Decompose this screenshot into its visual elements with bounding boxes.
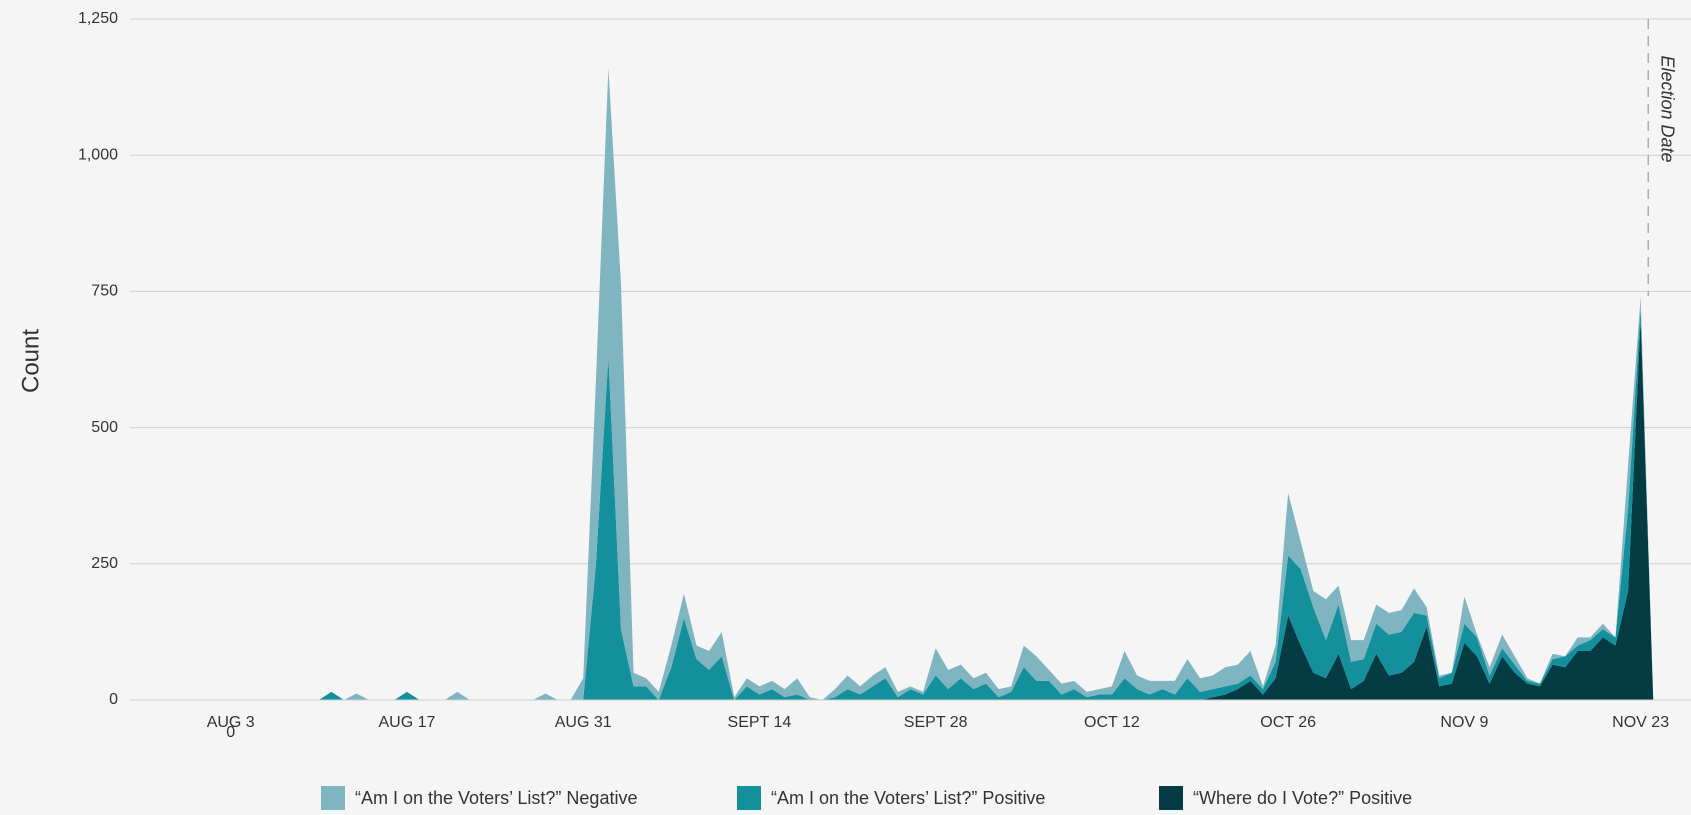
legend-swatch bbox=[1159, 786, 1183, 810]
annotation: Election Date bbox=[1657, 55, 1677, 162]
y-tick-label: 250 bbox=[91, 555, 118, 572]
x-tick-label: AUG 31 bbox=[555, 714, 612, 731]
y-tick-label: 1,250 bbox=[78, 10, 118, 27]
y-tick-label: 750 bbox=[91, 283, 118, 300]
y-axis-label: Count bbox=[17, 329, 44, 393]
legend-label: “Am I on the Voters’ List?” Positive bbox=[771, 788, 1045, 808]
x-tick-label: AUG 3 bbox=[207, 714, 255, 731]
y-tick-label: 0 bbox=[109, 691, 118, 708]
x-axis-stray-label: 0 bbox=[226, 724, 235, 741]
y-tick-label: 500 bbox=[91, 419, 118, 436]
x-tick-label: NOV 9 bbox=[1440, 714, 1488, 731]
x-tick-label: OCT 26 bbox=[1260, 714, 1316, 731]
legend-swatch bbox=[737, 786, 761, 810]
x-tick-label: OCT 12 bbox=[1084, 714, 1140, 731]
x-tick-label: SEPT 14 bbox=[728, 714, 792, 731]
x-tick-label: SEPT 28 bbox=[904, 714, 968, 731]
x-tick-label: NOV 23 bbox=[1612, 714, 1669, 731]
legend-swatch bbox=[321, 786, 345, 810]
area bbox=[205, 68, 1654, 701]
legend-label: “Where do I Vote?” Positive bbox=[1193, 788, 1412, 808]
area bbox=[205, 307, 1654, 700]
x-tick-label: AUG 17 bbox=[378, 714, 435, 731]
legend-label: “Am I on the Voters’ List?” Negative bbox=[355, 788, 637, 808]
y-tick-label: 1,000 bbox=[78, 146, 118, 163]
